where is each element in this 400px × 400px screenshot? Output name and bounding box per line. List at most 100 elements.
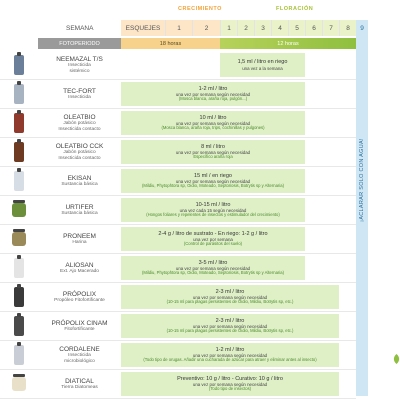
week-flower-4: 4 [271,20,288,36]
dosage-bar: 3-5 ml / litro una vez por semana según n… [121,256,305,280]
product-subtitle: Insecticida contacto [58,126,101,132]
product-subtitle: Insecticida [68,63,91,69]
bottle-icon [14,342,24,365]
product-name-cell: PRONEEM Harina [38,225,121,253]
growth-header-band [121,20,220,36]
target-text: (Mosca blanca, araña roja, trips, cochin… [161,125,265,131]
frequency-text: una vez por semana según necesidad [175,150,251,156]
week-label: SEMANA [66,24,94,32]
bottle-icon [14,284,24,307]
target-text: Específico araña roja [193,154,233,160]
dosage-text: 2-3 ml / litro [215,317,245,324]
product-row: EKISAN Sustancia básica 15 ml / en riego un… [0,167,356,196]
frequency-text: una vez por semana según necesidad [192,353,268,359]
dosage-text: 10-15 ml / litro [195,201,231,208]
product-name: OLEATBIO CCK [55,142,104,150]
dosage-bar: 2-3 ml / litro una vez por semana según n… [121,285,339,309]
photoperiod-label: FOTOPERIODO [38,38,121,49]
frequency-text: una vez por semana [193,237,233,243]
target-text: (10-15 ml para plagas persistentes de Oi… [166,328,294,334]
phase-growth-label: CRECIMIENTO [178,6,222,12]
product-image [0,312,38,340]
product-row: CORDALENE Insecticida microbiológico 1-2 ml… [0,341,356,370]
product-subtitle: Insecticida [68,353,91,359]
rinse-note: ¡ACLARAR SOLO CON AGUA! [359,138,365,222]
dosage-text: 1-2 ml / litro [198,85,228,92]
product-subtitle: Jabón potásico [63,150,96,156]
frequency-text: una vez por semana según necesidad [192,382,268,388]
target-text: (Control de parásitos del suelo) [183,241,243,247]
dosage-text: 3-5 ml / litro [198,259,228,266]
product-image [0,80,38,108]
rinse-column [356,20,368,396]
frequency-text: una vez por semana según necesidad [175,179,251,185]
dosage-bar: 10-15 ml / litro una vez cada 15 según ne… [121,198,305,222]
dosage-bar: 1,5 ml / litro en riego una vez a la sema… [220,53,305,77]
product-image [0,138,38,166]
product-name-cell: EKISAN Sustancia básica [38,167,121,195]
product-row: DIATICAL Tierra Diatomeas Preventivo: 10 g… [0,370,356,399]
product-subtitle: microbiológico [64,358,95,364]
product-name-cell: DIATICAL Tierra Diatomeas [38,370,121,398]
product-name-cell: TEC-FORT Insecticida [38,80,121,108]
photoperiod-growth: 18 horas [121,38,220,49]
product-name: EKISAN [67,174,92,182]
bottle-icon [14,255,24,278]
product-image [0,167,38,195]
product-name: PRONEEM [63,232,96,240]
dosage-text: 1,5 ml / litro en riego [237,59,288,66]
product-image [0,341,38,369]
jar-icon [12,229,26,246]
product-name-cell: URTIFER Sustancia básica [38,196,121,224]
bottle-icon [14,168,24,191]
frequency-text: una vez por semana según necesidad [192,295,268,301]
product-subtitle: sistémico [69,68,90,74]
week-cuttings: ESQUEJES [125,24,161,32]
dosage-text: 10 ml / litro [199,114,227,121]
week-growth-2: 2 [192,20,220,36]
product-subtitle: Insecticida [68,94,91,100]
product-subtitle: Jabón potásico [63,121,96,127]
product-name-cell: OLEATBIO Jabón potásico Insecticida contac… [38,109,121,137]
bottle-icon [14,52,24,75]
dosage-bar: 2-4 g / litro de sustrato - En riego: 1-… [121,227,305,251]
product-row: OLEATBIO Jabón potásico Insecticida contac… [0,109,356,138]
product-row: PRÓPOLIX CINAM Fitofortificante 2-3 ml / l… [0,312,356,341]
dosage-text: 8 ml / litro [201,143,225,150]
bottle-icon [14,110,24,133]
dosage-bar: 2-3 ml / litro una vez por semana según n… [121,314,339,338]
frequency-text: una vez por semana según necesidad [175,266,251,272]
product-image [0,254,38,282]
bottle-icon [14,139,24,162]
product-name: CORDALENE [59,345,100,353]
jar-icon [12,200,26,217]
phase-flowering-label: FLORACIÓN [276,6,314,12]
dosage-text: 2-3 ml / litro [215,288,245,295]
target-text: (Mosca blanca, araña roja, pulgón...) [178,96,248,102]
frequency-text: una vez por semana según necesidad [192,324,268,330]
product-name-cell: PRÓPOLIX CINAM Fitofortificante [38,312,121,340]
dosage-bar: Preventivo: 10 g / litro - Curativo: 10 … [121,372,339,396]
dosage-bar: 8 ml / litro una vez por semana según nec… [121,140,305,164]
product-name: PRÓPOLIX CINAM [51,319,108,327]
target-text: (Hongos foliares y repelentes de insecto… [146,212,280,218]
week-flower-5: 5 [288,20,305,36]
product-subtitle: Sustancia básica [61,181,98,187]
product-name: PRÓPOLIX [62,290,97,298]
product-name: URTIFER [65,203,94,211]
product-name: TEC-FORT [63,87,96,95]
product-subtitle: Fitofortificante [64,326,95,332]
week-flower-6: 6 [305,20,322,36]
dosage-bar: 1-2 ml / litro una vez por semana según n… [121,82,305,106]
jar-icon [12,374,26,391]
week-flower-8: 8 [339,20,356,36]
product-row: OLEATBIO CCK Jabón potásico Insecticida co… [0,138,356,167]
product-row: NEEMAZAL T/S Insecticida sistémico 1,5 ml /… [0,51,356,80]
dosage-text: 1-2 ml / litro [215,346,245,353]
product-name-cell: NEEMAZAL T/S Insecticida sistémico [38,51,121,79]
product-row: PRONEEM Harina 2-4 g / litro de sustrato -… [0,225,356,254]
product-subtitle: Tierra Diatomeas [61,384,98,390]
product-subtitle: Insecticida contacto [58,155,101,161]
product-image [0,283,38,311]
product-row: ALIOSAN Ext. Ajo Macerado 3-5 ml / litro un… [0,254,356,283]
